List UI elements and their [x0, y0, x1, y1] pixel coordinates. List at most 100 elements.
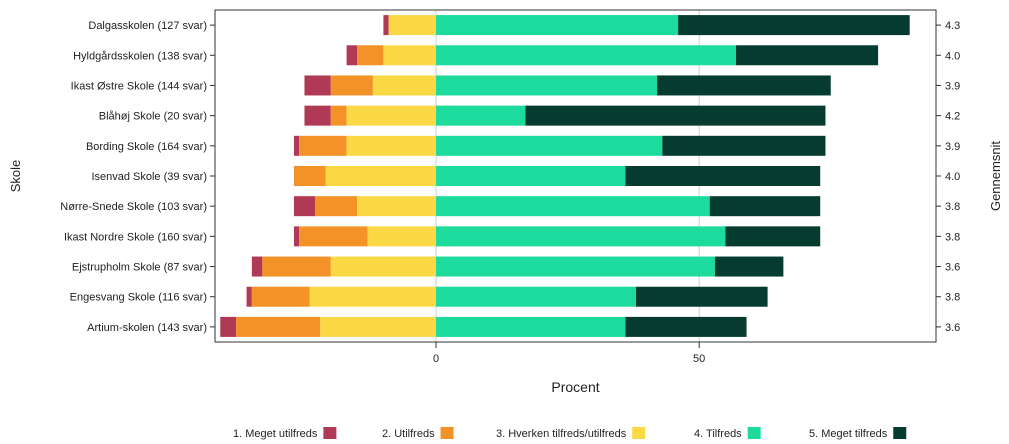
legend-item: 1. Meget utilfreds	[233, 427, 337, 440]
bar-segment	[662, 135, 826, 156]
bar-segment	[436, 75, 658, 96]
legend-label: 5. Meget tilfreds	[809, 428, 888, 440]
bar-segment	[346, 105, 437, 126]
category-label: Artium-skolen (143 svar)	[87, 322, 207, 334]
bar-segment	[304, 105, 331, 126]
bar-segment	[293, 166, 326, 186]
bar-segment	[736, 45, 879, 66]
average-label: 3.9	[945, 80, 960, 92]
bar-segment	[714, 256, 784, 277]
right-axis-label: Gennemsnit	[988, 141, 1003, 211]
bar-segment	[625, 316, 747, 337]
category-label: Blåhøj Skole (20 svar)	[99, 111, 207, 123]
legend-label: 3. Hverken tilfreds/utilfreds	[496, 428, 627, 440]
legend: 1. Meget utilfreds 2. Utilfreds 3. Hverken…	[233, 427, 907, 440]
legend-label: 2. Utilfreds	[382, 428, 435, 440]
bar-segment	[220, 316, 237, 337]
category-label: Nørre-Snede Skole (103 svar)	[60, 201, 207, 213]
bar-segment	[436, 286, 637, 307]
bar-segment	[436, 166, 626, 186]
category-label: Ejstrupholm Skole (87 svar)	[72, 262, 207, 274]
bar-segment	[636, 286, 768, 307]
average-labels: 4.3 4.0 3.9 4.2 3.9 4.0 3.8 3.8 3.6 3.8 3.6	[936, 20, 960, 334]
bar-segment	[436, 45, 737, 66]
average-label: 3.9	[945, 141, 960, 153]
bar-segment	[236, 316, 321, 337]
category-label: Ikast Nordre Skole (160 svar)	[64, 231, 207, 243]
x-axis-label: Procent	[551, 379, 599, 395]
bar-segment	[383, 15, 389, 36]
bar-segment	[309, 286, 437, 307]
legend-swatch	[440, 427, 454, 439]
bar-segment	[625, 166, 821, 186]
average-label: 3.6	[945, 262, 960, 274]
category-label: Hyldgårdsskolen (138 svar)	[73, 50, 207, 62]
bar-segment	[314, 196, 358, 217]
bar-segment	[367, 226, 437, 247]
legend-swatch	[747, 427, 761, 439]
bar-segment	[436, 105, 526, 126]
average-label: 4.0	[945, 50, 960, 62]
bar-segment	[346, 45, 358, 66]
bar-segment	[293, 226, 300, 247]
legend-item: 3. Hverken tilfreds/utilfreds	[496, 427, 646, 440]
average-label: 4.2	[945, 111, 960, 123]
bar-segment	[357, 196, 437, 217]
category-label: Dalgasskolen (127 svar)	[88, 20, 207, 32]
bar-segment	[383, 45, 437, 66]
bar-segment	[330, 256, 437, 277]
bar-segment	[330, 105, 347, 126]
legend-item: 4. Tilfreds	[694, 427, 761, 440]
average-label: 3.8	[945, 201, 960, 213]
x-ticks: 0 50	[433, 342, 705, 365]
bar-segment	[388, 15, 437, 36]
average-label: 4.0	[945, 171, 960, 183]
legend-label: 1. Meget utilfreds	[233, 428, 318, 440]
bar-segment	[246, 286, 252, 307]
bar-segment	[678, 15, 910, 36]
bar-segment	[304, 75, 331, 96]
bar-segment	[251, 256, 263, 277]
bar-segment	[372, 75, 437, 96]
bar-segment	[657, 75, 831, 96]
legend-item: 5. Meget tilfreds	[809, 427, 907, 440]
average-label: 3.8	[945, 292, 960, 304]
legend-swatch	[893, 427, 907, 439]
bars	[220, 15, 910, 337]
average-label: 4.3	[945, 20, 960, 32]
legend-swatch	[323, 427, 337, 439]
left-axis-label: Skole	[8, 160, 23, 193]
bar-segment	[299, 226, 368, 247]
bar-segment	[251, 286, 310, 307]
bar-segment	[262, 256, 331, 277]
bar-segment	[346, 135, 437, 156]
legend-swatch	[632, 427, 646, 439]
bar-segment	[436, 196, 710, 217]
bar-segment	[293, 135, 300, 156]
category-label: Isenvad Skole (39 svar)	[91, 171, 207, 183]
category-label: Ikast Østre Skole (144 svar)	[71, 80, 207, 92]
bar-segment	[320, 316, 437, 337]
bar-segment	[325, 166, 437, 186]
average-label: 3.8	[945, 231, 960, 243]
bar-segment	[725, 226, 821, 247]
category-label: Engesvang Skole (116 svar)	[70, 292, 207, 304]
legend-label: 4. Tilfreds	[694, 428, 742, 440]
bar-segment	[357, 45, 384, 66]
bar-segment	[709, 196, 821, 217]
category-label: Bording Skole (164 svar)	[86, 141, 207, 153]
legend-item: 2. Utilfreds	[382, 427, 454, 440]
average-label: 3.6	[945, 322, 960, 334]
bar-segment	[436, 256, 715, 277]
bar-segment	[436, 15, 679, 36]
bar-segment	[436, 135, 663, 156]
bar-segment	[436, 226, 726, 247]
category-labels: Dalgasskolen (127 svar) Hyldgårdsskolen (…	[60, 20, 215, 334]
bar-segment	[299, 135, 347, 156]
bar-segment	[330, 75, 373, 96]
x-tick-label: 0	[433, 353, 439, 365]
bar-segment	[436, 316, 626, 337]
x-tick-label: 50	[693, 353, 705, 365]
bar-segment	[525, 105, 826, 126]
